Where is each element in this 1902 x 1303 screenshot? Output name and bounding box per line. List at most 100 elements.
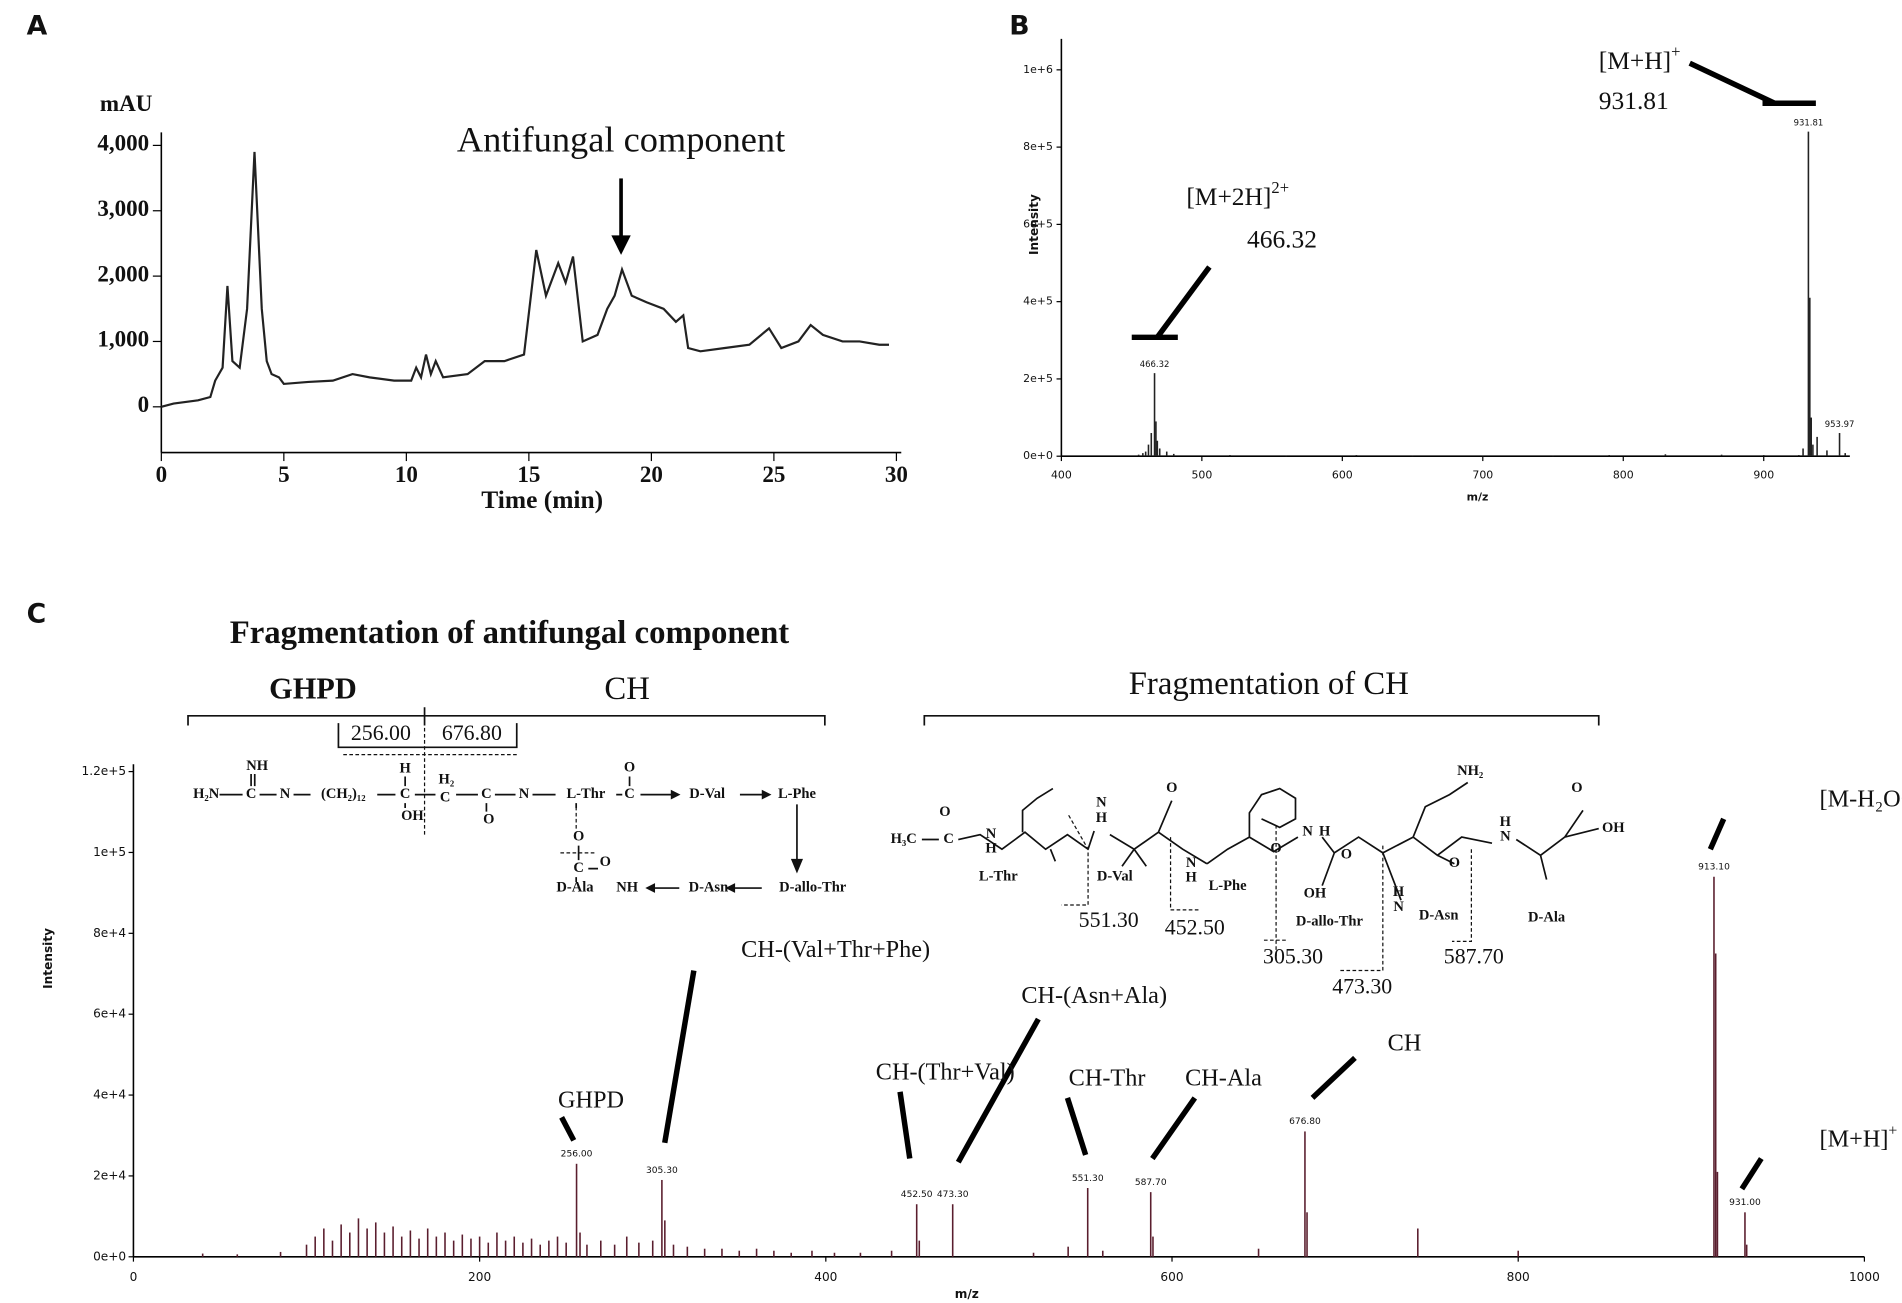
y-tick-label: 4,000 xyxy=(97,130,149,156)
structure-label: NH xyxy=(246,758,269,774)
box xyxy=(337,723,518,749)
y-tick-label: 0e+0 xyxy=(93,1249,126,1263)
structure-label: N xyxy=(986,826,997,842)
annotation-text: [M+H] xyxy=(1599,46,1671,75)
structure-label: O xyxy=(1571,780,1582,796)
x-tick-label: 400 xyxy=(1051,469,1072,482)
annotation: [M+H]+ xyxy=(1599,42,1681,75)
x-tick-label: 800 xyxy=(1507,1270,1530,1284)
y-tick-label: 8e+4 xyxy=(93,926,126,940)
structure-label: D-Ala xyxy=(1528,910,1566,926)
annotation: CH xyxy=(1388,1029,1422,1056)
structure-label: O xyxy=(1270,841,1281,857)
annotation-lines xyxy=(559,60,1816,1191)
x-tick-label: 0 xyxy=(130,1270,138,1284)
leader xyxy=(559,1116,577,1142)
annotation-text: [M-H₂O+H] xyxy=(1820,785,1902,812)
bracket xyxy=(923,714,1600,726)
peak-label: 676.80 xyxy=(1289,1117,1321,1127)
cut-line xyxy=(343,727,595,854)
annotation: 931.81 xyxy=(1599,86,1669,115)
x-tick-label: 5 xyxy=(278,461,290,487)
structure-label: C xyxy=(440,790,451,806)
annotation: [M-H₂O+H]+ xyxy=(1820,783,1902,812)
annotation: [M+H]+ xyxy=(1820,1122,1898,1151)
annotation: [M+2H]2+ xyxy=(1186,178,1289,211)
annotation: CH-Ala xyxy=(1185,1064,1262,1091)
structure-label: H xyxy=(1096,810,1108,826)
annotation-sup: + xyxy=(1671,42,1680,61)
structure-label: C xyxy=(624,786,635,802)
structure-label: N xyxy=(280,786,291,802)
x-tick-label: 600 xyxy=(1160,1270,1183,1284)
x-tick-label: 0 xyxy=(156,461,168,487)
y-tick-label: 0e+0 xyxy=(1023,449,1053,462)
x-tick-label: 1000 xyxy=(1849,1270,1880,1284)
annotation-text: [M+H] xyxy=(1820,1125,1889,1152)
annotation-text: [M+2H] xyxy=(1186,182,1271,211)
structure-label: NH xyxy=(616,879,639,895)
structure-label: D-Asn xyxy=(689,879,729,895)
structure-label: O xyxy=(600,854,611,870)
structure-label: L-Phe xyxy=(1209,878,1248,894)
peak-label: 305.30 xyxy=(646,1166,678,1176)
structure-label: N xyxy=(1186,855,1197,871)
y-tick-label: 4e+4 xyxy=(93,1088,126,1102)
fragment-label: 551.30 xyxy=(1079,908,1139,932)
structure-label: D-Val xyxy=(689,786,725,802)
y-tick-label: 1e+5 xyxy=(93,845,126,859)
y-axis-title: mAU xyxy=(100,90,153,116)
leader xyxy=(955,1017,1041,1164)
fragment-label: 305.30 xyxy=(1263,944,1323,968)
y-tick-label: 2e+4 xyxy=(93,1168,126,1182)
arrow-head xyxy=(645,789,804,893)
leader xyxy=(1739,1157,1764,1191)
fragment-label: 587.70 xyxy=(1444,944,1504,968)
scheme-head: GHPD xyxy=(269,671,357,705)
structure-label: O xyxy=(1341,847,1352,863)
structure-label: O xyxy=(483,811,494,827)
structure-label: N xyxy=(1096,794,1107,810)
structure-label: O xyxy=(939,804,950,820)
x-tick-label: 400 xyxy=(814,1270,837,1284)
x-tick-label: 800 xyxy=(1613,469,1634,482)
annotation-sup: + xyxy=(1888,1122,1897,1139)
structure-label: C xyxy=(573,860,584,876)
panel-label: C xyxy=(27,599,47,630)
peak-label: 953.97 xyxy=(1825,420,1855,430)
annotation: CH-(Asn+Ala) xyxy=(1021,982,1167,1009)
structure-label: L-Thr xyxy=(979,868,1018,884)
structure-label: O xyxy=(624,759,635,775)
structure-label: N xyxy=(1302,824,1313,840)
peak-label: 587.70 xyxy=(1135,1178,1167,1188)
x-tick-label: 25 xyxy=(762,461,785,487)
fragment-label: 452.50 xyxy=(1165,915,1225,939)
structure-label: H₃C xyxy=(891,831,917,847)
trace xyxy=(161,151,890,408)
peak-label: 913.10 xyxy=(1698,863,1730,873)
structure-label: NH₂ xyxy=(1457,763,1483,779)
y-tick-label: 6e+5 xyxy=(1023,217,1053,230)
fragment-label: 473.30 xyxy=(1332,975,1392,999)
bond xyxy=(219,774,631,882)
leader xyxy=(1310,1055,1357,1100)
structure-label: D-allo-Thr xyxy=(1296,913,1364,929)
annotation: CH-Thr xyxy=(1069,1064,1146,1091)
structure-label: H₂ xyxy=(439,771,455,787)
structure-label: O xyxy=(1449,855,1460,871)
structure-label: O xyxy=(573,828,584,844)
leader xyxy=(1707,817,1727,851)
cut-label: 256.00 xyxy=(351,721,411,745)
annotation-text: GHPD xyxy=(558,1086,624,1113)
bracket xyxy=(187,707,826,726)
scheme-head: CH xyxy=(604,671,650,707)
structure-label: O xyxy=(1166,780,1177,796)
chart-title: Antifungal component xyxy=(457,120,785,160)
annotation-text: CH-Ala xyxy=(1185,1064,1262,1091)
annotation: CH-(Val+Thr+Phe) xyxy=(741,936,930,963)
structure-label: H xyxy=(399,761,411,777)
structure-label: N xyxy=(1500,828,1511,844)
annotation-text: CH-Thr xyxy=(1069,1064,1146,1091)
scheme-title: Fragmentation of CH xyxy=(1129,666,1409,702)
